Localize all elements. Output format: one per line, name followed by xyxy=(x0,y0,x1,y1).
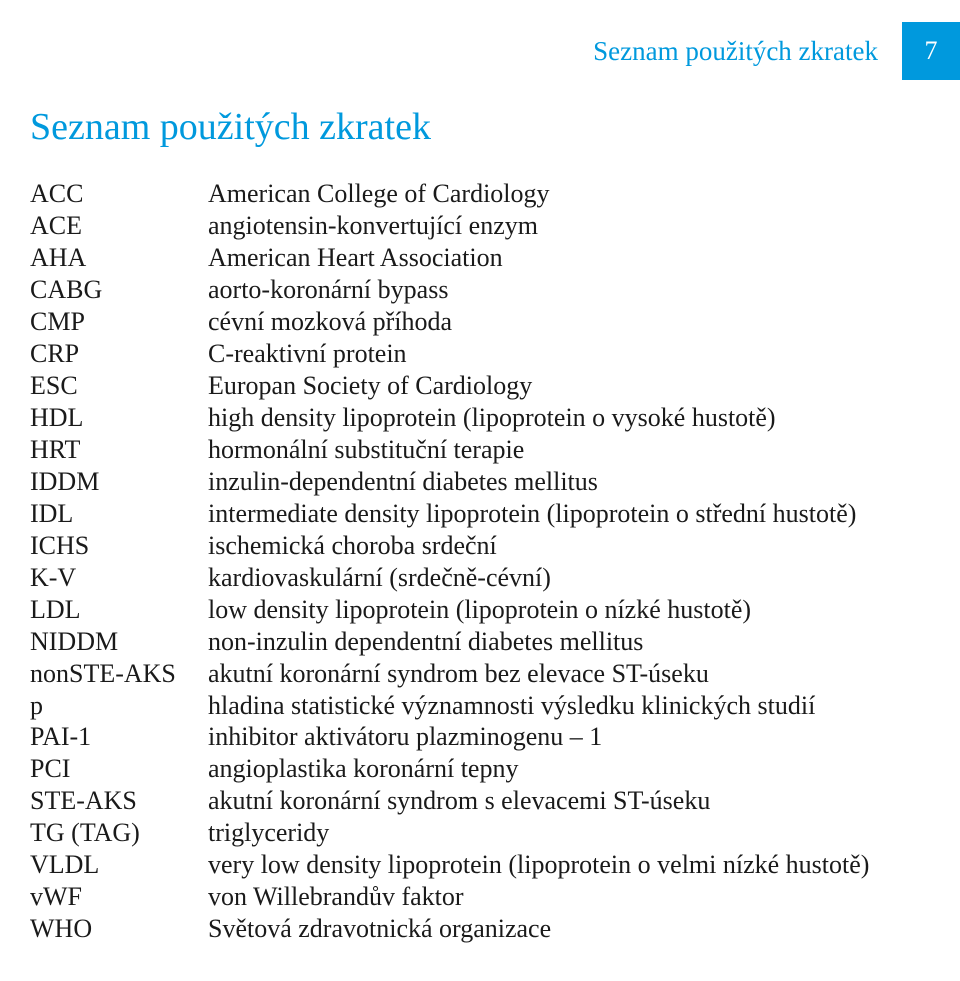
abbrev-row: phladina statistické významnosti výsledk… xyxy=(30,690,930,722)
abbrev-value: Světová zdravotnická organizace xyxy=(208,913,930,945)
abbrev-row: vWFvon Willebrandův faktor xyxy=(30,881,930,913)
abbrev-value: high density lipoprotein (lipoprotein o … xyxy=(208,402,930,434)
abbrev-row: PCIangioplastika koronární tepny xyxy=(30,753,930,785)
abbrev-key: TG (TAG) xyxy=(30,817,208,849)
abbrev-value: triglyceridy xyxy=(208,817,930,849)
abbrev-value: angiotensin-konvertující enzym xyxy=(208,210,930,242)
abbrev-row: K-Vkardiovaskulární (srdečně-cévní) xyxy=(30,562,930,594)
abbrev-value: C-reaktivní protein xyxy=(208,338,930,370)
abbrev-key: nonSTE-AKS xyxy=(30,658,208,690)
abbrev-row: IDLintermediate density lipoprotein (lip… xyxy=(30,498,930,530)
page-title: Seznam použitých zkratek xyxy=(30,105,431,149)
abbrev-key: WHO xyxy=(30,913,208,945)
abbrev-value: kardiovaskulární (srdečně-cévní) xyxy=(208,562,930,594)
abbrev-value: American College of Cardiology xyxy=(208,178,930,210)
abbrev-value: cévní mozková příhoda xyxy=(208,306,930,338)
abbrev-value: akutní koronární syndrom bez elevace ST-… xyxy=(208,658,930,690)
abbrev-row: CABGaorto-koronární bypass xyxy=(30,274,930,306)
abbrev-key: vWF xyxy=(30,881,208,913)
abbreviation-list: ACCAmerican College of CardiologyACEangi… xyxy=(30,178,930,945)
abbrev-key: HDL xyxy=(30,402,208,434)
abbrev-value: ischemická choroba srdeční xyxy=(208,530,930,562)
abbrev-value: very low density lipoprotein (lipoprotei… xyxy=(208,849,930,881)
abbrev-value: low density lipoprotein (lipoprotein o n… xyxy=(208,594,930,626)
abbrev-row: WHOSvětová zdravotnická organizace xyxy=(30,913,930,945)
abbrev-key: IDDM xyxy=(30,466,208,498)
abbrev-row: IDDMinzulin-dependentní diabetes mellitu… xyxy=(30,466,930,498)
abbrev-key: PCI xyxy=(30,753,208,785)
abbrev-row: ACCAmerican College of Cardiology xyxy=(30,178,930,210)
abbrev-row: TG (TAG)triglyceridy xyxy=(30,817,930,849)
abbrev-value: hladina statistické významnosti výsledku… xyxy=(208,690,930,722)
abbrev-key: HRT xyxy=(30,434,208,466)
abbrev-key: ACE xyxy=(30,210,208,242)
page-number: 7 xyxy=(925,36,938,66)
abbrev-key: K-V xyxy=(30,562,208,594)
abbrev-row: HDLhigh density lipoprotein (lipoprotein… xyxy=(30,402,930,434)
abbrev-value: angioplastika koronární tepny xyxy=(208,753,930,785)
header-right: Seznam použitých zkratek 7 xyxy=(593,22,960,80)
abbrev-row: HRThormonální substituční terapie xyxy=(30,434,930,466)
abbrev-row: nonSTE-AKSakutní koronární syndrom bez e… xyxy=(30,658,930,690)
abbrev-row: STE-AKSakutní koronární syndrom s elevac… xyxy=(30,785,930,817)
abbrev-key: p xyxy=(30,690,208,722)
abbrev-row: ACEangiotensin-konvertující enzym xyxy=(30,210,930,242)
abbrev-value: von Willebrandův faktor xyxy=(208,881,930,913)
abbrev-key: VLDL xyxy=(30,849,208,881)
page-number-box: 7 xyxy=(902,22,960,80)
abbrev-row: LDLlow density lipoprotein (lipoprotein … xyxy=(30,594,930,626)
abbrev-value: Europan Society of Cardiology xyxy=(208,370,930,402)
abbrev-row: ESCEuropan Society of Cardiology xyxy=(30,370,930,402)
abbrev-key: CABG xyxy=(30,274,208,306)
abbrev-row: NIDDMnon-inzulin dependentní diabetes me… xyxy=(30,626,930,658)
abbrev-value: non-inzulin dependentní diabetes mellitu… xyxy=(208,626,930,658)
abbrev-key: ESC xyxy=(30,370,208,402)
abbrev-value: inzulin-dependentní diabetes mellitus xyxy=(208,466,930,498)
abbrev-key: NIDDM xyxy=(30,626,208,658)
abbrev-row: CRPC-reaktivní protein xyxy=(30,338,930,370)
abbrev-row: PAI-1inhibitor aktivátoru plazminogenu –… xyxy=(30,721,930,753)
abbrev-key: CRP xyxy=(30,338,208,370)
abbrev-key: LDL xyxy=(30,594,208,626)
abbrev-row: VLDLvery low density lipoprotein (lipopr… xyxy=(30,849,930,881)
abbrev-value: American Heart Association xyxy=(208,242,930,274)
abbrev-row: AHAAmerican Heart Association xyxy=(30,242,930,274)
abbrev-value: aorto-koronární bypass xyxy=(208,274,930,306)
abbrev-value: akutní koronární syndrom s elevacemi ST-… xyxy=(208,785,930,817)
abbrev-key: ACC xyxy=(30,178,208,210)
abbrev-value: hormonální substituční terapie xyxy=(208,434,930,466)
abbrev-key: AHA xyxy=(30,242,208,274)
abbrev-key: PAI-1 xyxy=(30,721,208,753)
abbrev-key: ICHS xyxy=(30,530,208,562)
abbrev-row: ICHSischemická choroba srdeční xyxy=(30,530,930,562)
abbrev-key: CMP xyxy=(30,306,208,338)
abbrev-row: CMPcévní mozková příhoda xyxy=(30,306,930,338)
header-label: Seznam použitých zkratek xyxy=(593,36,878,67)
abbrev-key: IDL xyxy=(30,498,208,530)
abbrev-key: STE-AKS xyxy=(30,785,208,817)
abbrev-value: inhibitor aktivátoru plazminogenu – 1 xyxy=(208,721,930,753)
abbrev-value: intermediate density lipoprotein (lipopr… xyxy=(208,498,930,530)
